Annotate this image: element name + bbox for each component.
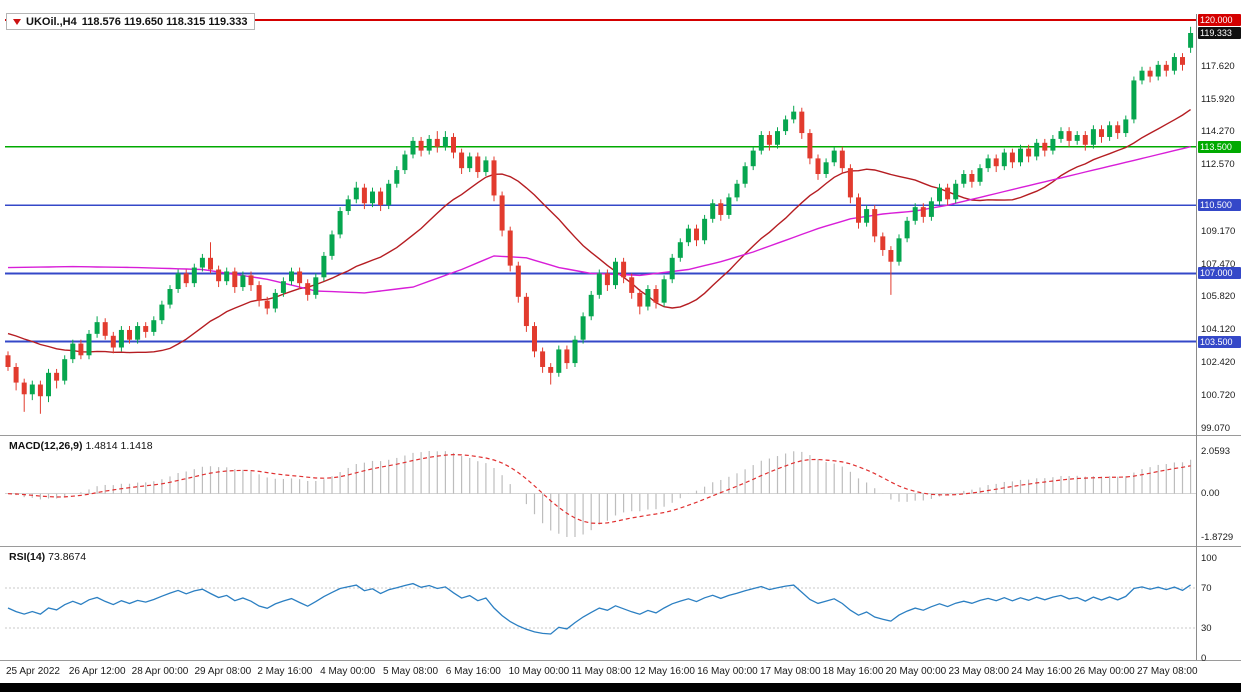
panel-separator	[0, 660, 1241, 661]
time-label: 20 May 00:00	[885, 666, 947, 677]
time-label: 26 Apr 12:00	[68, 666, 126, 677]
price-level-tag: 120.000	[1198, 14, 1241, 26]
price-tick: 105.820	[1201, 290, 1236, 302]
candlestick-layer	[5, 26, 1194, 414]
price-chart-panel[interactable]	[5, 14, 1196, 435]
price-tick: 115.920	[1201, 94, 1235, 106]
rsi-name: RSI(14)	[9, 551, 46, 563]
panel-separator[interactable]	[0, 546, 1241, 547]
time-label: 23 May 08:00	[948, 666, 1010, 677]
time-label: 5 May 08:00	[382, 666, 439, 677]
rsi-canvas	[5, 582, 1196, 635]
price-level-tag: 107.000	[1198, 267, 1241, 280]
price-level-tag: 103.500	[1198, 335, 1241, 348]
macd-axis-max: 2.0593	[1201, 445, 1231, 457]
price-chart-canvas	[5, 19, 1196, 414]
time-label: 2 May 16:00	[257, 666, 313, 677]
time-label: 29 Apr 08:00	[194, 666, 252, 677]
price-tick: 117.620	[1201, 60, 1235, 72]
time-label: 6 May 16:00	[445, 666, 501, 677]
horizontal-level-lines[interactable]	[5, 19, 1196, 343]
time-label: 16 May 00:00	[697, 666, 758, 677]
rsi-axis-tick: 70	[1201, 582, 1212, 594]
macd-axis-zero: 0.00	[1201, 488, 1220, 500]
macd-axis-min: -1.8729	[1201, 531, 1234, 543]
current-price-tag: 119.333	[1198, 27, 1241, 39]
price-tick: 104.120	[1201, 324, 1236, 336]
rsi-axis-tick: 0	[1201, 652, 1207, 664]
chart-title-symbol: UKOil.,H4	[26, 15, 77, 28]
macd-indicator-label: MACD(12,26,9) 1.4814 1.1418	[9, 440, 153, 452]
rsi-indicator-label: RSI(14) 73.8674	[9, 551, 86, 563]
price-axis[interactable]: 117.620 115.920 114.270 112.570 109.170 107.4…	[1197, 0, 1241, 683]
macd-panel[interactable]	[5, 436, 1196, 546]
rsi-axis-tick: 100	[1201, 552, 1217, 564]
price-level-tag: 113.500	[1198, 140, 1241, 153]
time-label: 17 May 08:00	[759, 666, 821, 677]
time-label: 28 Apr 00:00	[131, 666, 189, 677]
price-tick: 114.270	[1201, 126, 1235, 138]
symbol-dropdown-icon[interactable]	[13, 18, 21, 25]
price-axis-border	[1196, 14, 1197, 660]
rsi-panel[interactable]	[5, 547, 1196, 660]
macd-name: MACD(12,26,9)	[9, 440, 83, 452]
chart-title-ohlc: 118.576 119.650 118.315 119.333	[81, 15, 248, 28]
time-label: 12 May 16:00	[634, 666, 695, 677]
time-axis[interactable]: 25 Apr 2022 26 Apr 12:00 28 Apr 00:00 29 Ap…	[0, 661, 1241, 683]
time-label: 11 May 08:00	[571, 666, 632, 677]
rsi-value: 73.8674	[48, 551, 87, 563]
macd-canvas	[5, 451, 1196, 537]
macd-values: 1.4814 1.1418	[85, 440, 153, 452]
time-label: 10 May 00:00	[508, 666, 570, 677]
macd-signal-line	[7, 453, 1191, 525]
time-label: 18 May 16:00	[822, 666, 884, 677]
time-label: 4 May 00:00	[320, 666, 376, 677]
time-label: 25 Apr 2022	[6, 666, 60, 677]
macd-histogram	[15, 451, 1192, 537]
price-tick: 99.070	[1201, 422, 1231, 434]
price-level-tag: 110.500	[1198, 199, 1241, 212]
price-tick: 107.470	[1201, 258, 1236, 270]
price-tick: 102.420	[1201, 357, 1236, 369]
time-label: 27 May 08:00	[1136, 666, 1198, 677]
taskbar-strip	[0, 683, 1241, 692]
ma-fast-line[interactable]	[7, 109, 1191, 354]
rsi-axis-tick: 30	[1201, 622, 1212, 634]
panel-separator[interactable]	[0, 435, 1241, 436]
chart-title[interactable]: UKOil.,H4 118.576 119.650 118.315 119.33…	[6, 13, 255, 30]
price-tick: 112.570	[1201, 159, 1235, 171]
price-tick: 109.170	[1201, 225, 1236, 237]
price-tick: 100.720	[1201, 390, 1236, 402]
time-label: 24 May 16:00	[1011, 666, 1072, 677]
rsi-line	[7, 582, 1191, 635]
time-label: 26 May 00:00	[1074, 666, 1135, 677]
